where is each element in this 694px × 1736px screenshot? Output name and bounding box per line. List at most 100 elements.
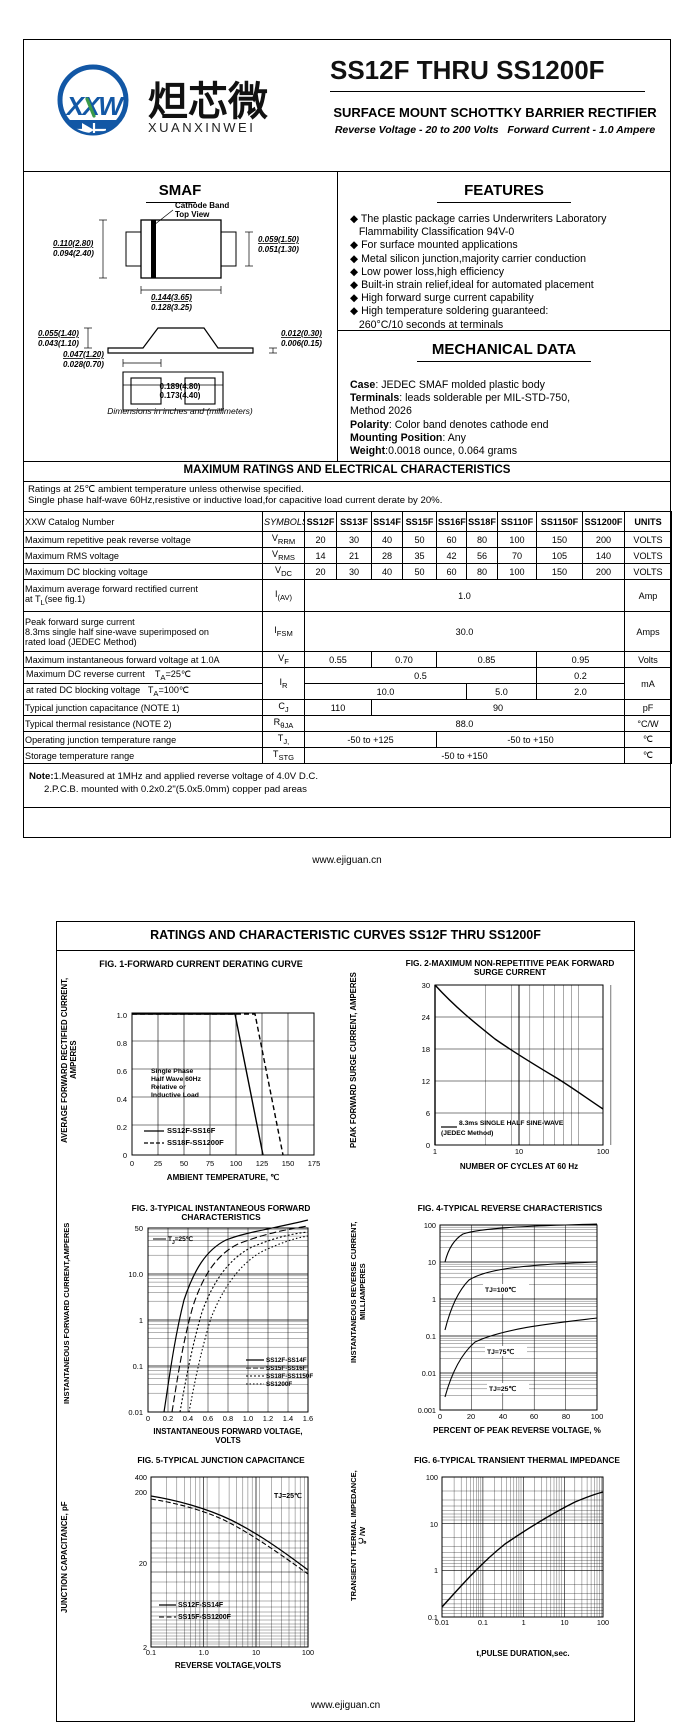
svg-text:0.2: 0.2 xyxy=(117,1123,127,1132)
svg-text:25: 25 xyxy=(154,1159,162,1168)
svg-text:0.4: 0.4 xyxy=(183,1414,193,1423)
svg-text:100: 100 xyxy=(597,1618,609,1627)
svg-text:0.144(3.65): 0.144(3.65) xyxy=(151,293,192,302)
svg-text:1: 1 xyxy=(432,1295,436,1304)
svg-text:24: 24 xyxy=(422,1013,430,1022)
svg-text:1.2: 1.2 xyxy=(263,1414,273,1423)
svg-text:80: 80 xyxy=(562,1412,570,1421)
svg-text:Cathode Band: Cathode Band xyxy=(175,201,229,210)
svg-text:100: 100 xyxy=(230,1159,243,1168)
svg-text:Relative or: Relative or xyxy=(151,1084,186,1091)
svg-text:FIG. 6-TYPICAL TRANSIENT THERM: FIG. 6-TYPICAL TRANSIENT THERMAL IMPEDAN… xyxy=(414,1455,620,1465)
svg-text:0.1: 0.1 xyxy=(146,1648,156,1657)
svg-text:0.094(2.40): 0.094(2.40) xyxy=(53,249,94,258)
svg-text:60: 60 xyxy=(530,1412,538,1421)
svg-text:NUMBER OF CYCLES AT 60 Hz: NUMBER OF CYCLES AT 60 Hz xyxy=(460,1162,578,1171)
svg-text:125: 125 xyxy=(256,1159,269,1168)
svg-text:0.012(0.30): 0.012(0.30) xyxy=(281,329,322,338)
svg-text:10: 10 xyxy=(560,1618,568,1627)
svg-text:SS12F-SS14F: SS12F-SS14F xyxy=(178,1602,224,1609)
svg-text:0.8: 0.8 xyxy=(117,1039,127,1048)
svg-text:0.001: 0.001 xyxy=(418,1406,436,1415)
svg-text:1.4: 1.4 xyxy=(283,1414,293,1423)
svg-text:Top View: Top View xyxy=(175,210,210,219)
svg-text:SS15F-SS16F: SS15F-SS16F xyxy=(266,1365,307,1372)
svg-text:0.028(0.70): 0.028(0.70) xyxy=(63,360,104,369)
svg-text:0.8: 0.8 xyxy=(223,1414,233,1423)
svg-text:0.128(3.25): 0.128(3.25) xyxy=(151,303,192,312)
svg-text:100: 100 xyxy=(597,1147,610,1156)
svg-text:175: 175 xyxy=(308,1159,321,1168)
svg-text:1.0: 1.0 xyxy=(199,1648,209,1657)
svg-text:0: 0 xyxy=(146,1414,150,1423)
svg-text:0.01: 0.01 xyxy=(422,1369,436,1378)
svg-text:CHARACTERISTICS: CHARACTERISTICS xyxy=(181,1212,261,1222)
svg-text:1.6: 1.6 xyxy=(303,1414,313,1423)
svg-text:0.1: 0.1 xyxy=(426,1332,436,1341)
svg-text:XUANXINWEI: XUANXINWEI xyxy=(148,120,255,135)
svg-text:SS1200F: SS1200F xyxy=(266,1381,292,1388)
svg-text:0.047(1.20): 0.047(1.20) xyxy=(63,350,104,359)
svg-text:t,PULSE DURATION,sec.: t,PULSE DURATION,sec. xyxy=(476,1649,569,1658)
svg-text:SURGE CURRENT: SURGE CURRENT xyxy=(474,967,546,977)
svg-text:18: 18 xyxy=(422,1045,430,1054)
svg-text:0.055(1.40): 0.055(1.40) xyxy=(38,329,79,338)
svg-text:SS18F-SS1150F: SS18F-SS1150F xyxy=(266,1373,313,1380)
svg-text:20: 20 xyxy=(467,1412,475,1421)
svg-text:SS18F-SS1200F: SS18F-SS1200F xyxy=(167,1138,224,1147)
svg-text:0.01: 0.01 xyxy=(128,1408,143,1417)
svg-text:40: 40 xyxy=(499,1412,507,1421)
svg-text:1: 1 xyxy=(433,1147,437,1156)
svg-text:INSTANTANEOUS FORWARD VOLTAGE,: INSTANTANEOUS FORWARD VOLTAGE, xyxy=(153,1427,302,1436)
svg-text:SS12F-SS16F: SS12F-SS16F xyxy=(167,1126,216,1135)
svg-text:FIG. 4-TYPICAL REVERSE CHARACT: FIG. 4-TYPICAL REVERSE CHARACTERISTICS xyxy=(418,1203,603,1213)
svg-text:400: 400 xyxy=(135,1473,147,1482)
svg-text:100: 100 xyxy=(591,1412,604,1421)
svg-text:1.0: 1.0 xyxy=(117,1011,127,1020)
svg-text:TJ=100℃: TJ=100℃ xyxy=(485,1286,516,1294)
svg-text:SS12F-SS14F: SS12F-SS14F xyxy=(266,1357,307,1364)
svg-text:8.3ms SINGLE HALF SINE-WAVE: 8.3ms SINGLE HALF SINE-WAVE xyxy=(459,1120,564,1127)
svg-text:TJ=75℃: TJ=75℃ xyxy=(487,1348,514,1356)
svg-text:30: 30 xyxy=(422,981,430,990)
svg-text:100: 100 xyxy=(424,1221,436,1230)
svg-text:TJ=25℃: TJ=25℃ xyxy=(489,1385,516,1393)
svg-text:0: 0 xyxy=(426,1141,430,1150)
svg-text:1: 1 xyxy=(522,1618,526,1627)
svg-text:10: 10 xyxy=(430,1520,438,1529)
svg-text:FIG. 5-TYPICAL JUNCTION CAPACI: FIG. 5-TYPICAL JUNCTION CAPACITANCE xyxy=(137,1455,305,1465)
svg-text:100: 100 xyxy=(426,1473,438,1482)
svg-text:1: 1 xyxy=(434,1566,438,1575)
svg-text:12: 12 xyxy=(422,1077,430,1086)
svg-text:0.6: 0.6 xyxy=(203,1414,213,1423)
svg-text:SS15F-SS1200F: SS15F-SS1200F xyxy=(178,1614,232,1621)
svg-text:炟芯微: 炟芯微 xyxy=(148,80,268,124)
svg-text:100: 100 xyxy=(302,1648,314,1657)
svg-text:Half Wave 60Hz: Half Wave 60Hz xyxy=(151,1076,202,1083)
svg-text:VOLTS: VOLTS xyxy=(215,1436,240,1445)
svg-text:0.059(1.50): 0.059(1.50) xyxy=(258,235,299,244)
svg-text:0.043(1.10): 0.043(1.10) xyxy=(38,339,79,348)
svg-text:REVERSE VOLTAGE,VOLTS: REVERSE VOLTAGE,VOLTS xyxy=(175,1661,282,1670)
svg-text:0.1: 0.1 xyxy=(133,1362,143,1371)
svg-text:TJ=25℃: TJ=25℃ xyxy=(274,1492,302,1500)
svg-text:AMBIENT TEMPERATURE, ℃: AMBIENT TEMPERATURE, ℃ xyxy=(167,1173,279,1182)
svg-text:75: 75 xyxy=(206,1159,214,1168)
svg-text:10.0: 10.0 xyxy=(128,1270,143,1279)
svg-text:0: 0 xyxy=(130,1159,134,1168)
svg-text:0.110(2.80): 0.110(2.80) xyxy=(53,239,94,248)
svg-text:200: 200 xyxy=(135,1488,147,1497)
svg-text:10: 10 xyxy=(252,1648,260,1657)
svg-text:1.0: 1.0 xyxy=(243,1414,253,1423)
svg-text:0: 0 xyxy=(438,1412,442,1421)
svg-text:50: 50 xyxy=(180,1159,188,1168)
svg-text:50: 50 xyxy=(135,1224,143,1233)
svg-text:10: 10 xyxy=(515,1147,523,1156)
svg-text:(JEDEC Method): (JEDEC Method) xyxy=(441,1130,493,1137)
svg-text:0.1: 0.1 xyxy=(478,1618,488,1627)
svg-text:0.4: 0.4 xyxy=(117,1095,127,1104)
svg-text:Single Phase: Single Phase xyxy=(151,1068,194,1075)
svg-text:PERCENT OF PEAK REVERSE VOLTAG: PERCENT OF PEAK REVERSE VOLTAGE, % xyxy=(433,1426,601,1435)
svg-text:FIG. 1-FORWARD CURRENT DERATIN: FIG. 1-FORWARD CURRENT DERATING CURVE xyxy=(99,959,303,969)
svg-text:Inductive Load: Inductive Load xyxy=(151,1092,199,1099)
